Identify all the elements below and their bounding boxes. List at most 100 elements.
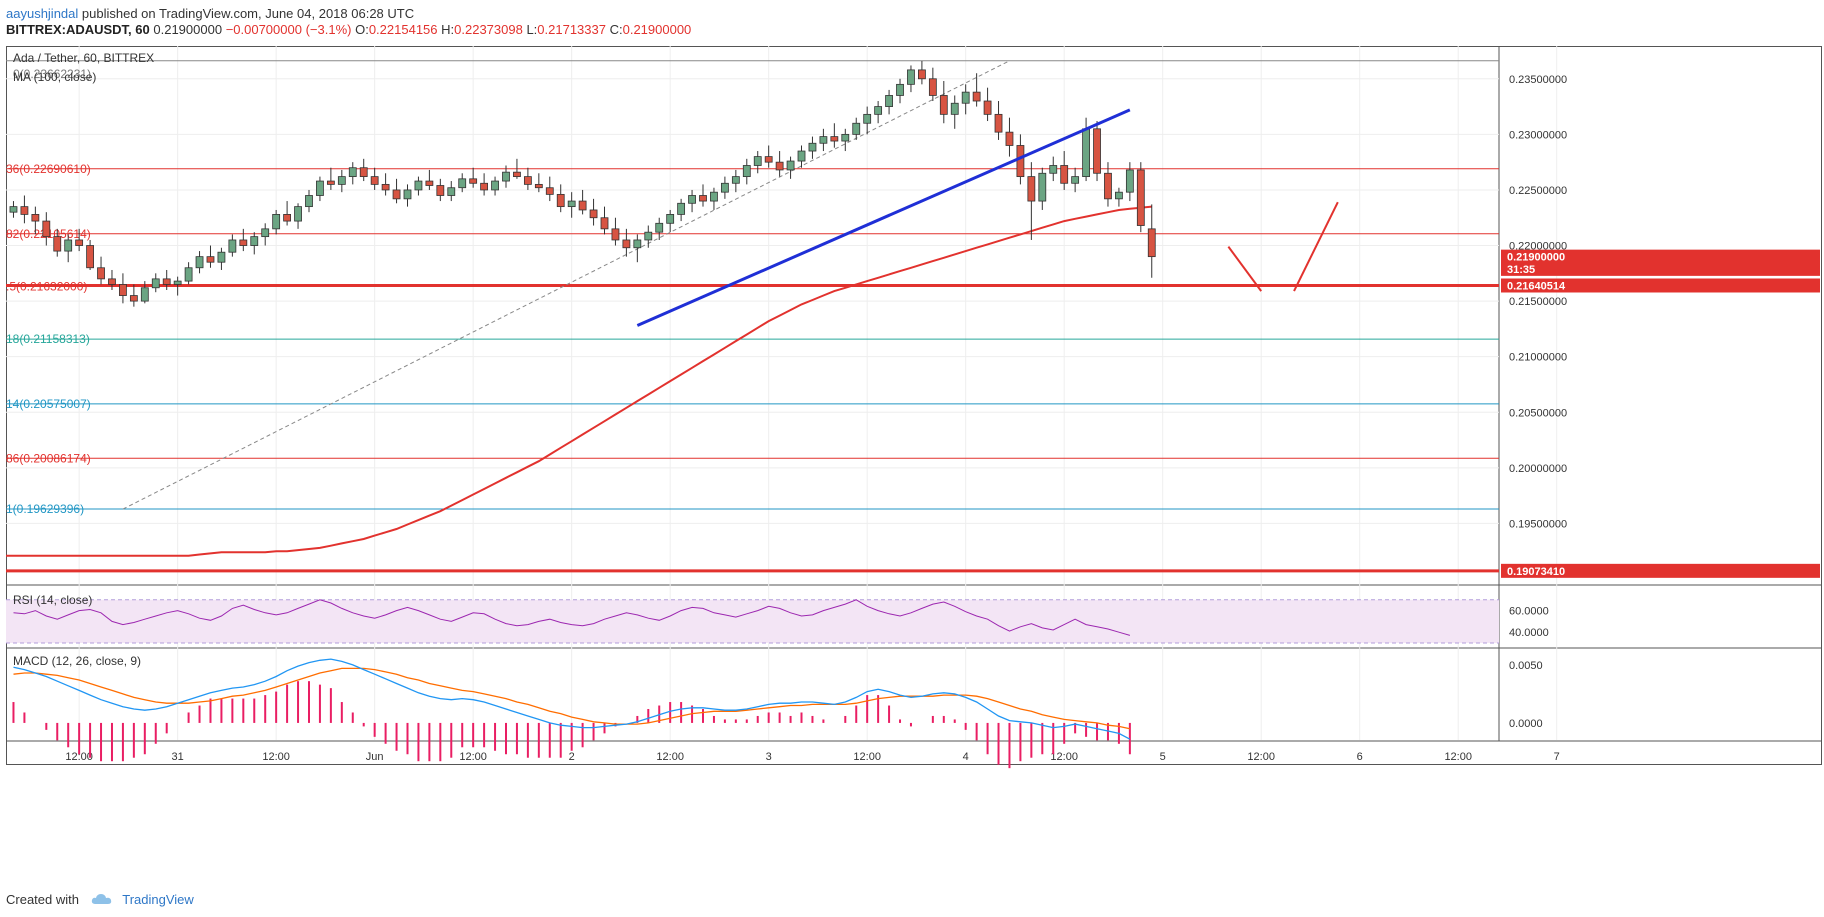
candle[interactable] bbox=[129, 295, 138, 302]
candle[interactable] bbox=[20, 206, 29, 215]
candle[interactable] bbox=[786, 160, 795, 171]
candle[interactable] bbox=[195, 256, 204, 269]
candle[interactable] bbox=[1016, 145, 1025, 178]
candle[interactable] bbox=[370, 176, 379, 185]
candle[interactable] bbox=[162, 278, 171, 285]
candle[interactable] bbox=[414, 180, 423, 191]
candle[interactable] bbox=[9, 206, 18, 213]
candle[interactable] bbox=[753, 156, 762, 166]
candle[interactable] bbox=[885, 95, 893, 107]
candle[interactable] bbox=[688, 195, 696, 204]
candle[interactable] bbox=[611, 228, 620, 241]
candle[interactable] bbox=[677, 202, 686, 215]
candle[interactable] bbox=[589, 209, 598, 219]
candle[interactable] bbox=[97, 267, 105, 280]
candle[interactable] bbox=[217, 251, 226, 263]
candle[interactable] bbox=[491, 180, 499, 191]
candle[interactable] bbox=[1093, 128, 1101, 174]
candle[interactable] bbox=[1082, 128, 1090, 178]
candle[interactable] bbox=[447, 187, 456, 196]
candle[interactable] bbox=[808, 142, 817, 152]
candle[interactable] bbox=[666, 214, 675, 224]
candle[interactable] bbox=[239, 239, 248, 246]
candle[interactable] bbox=[961, 91, 970, 104]
candle[interactable] bbox=[305, 195, 313, 208]
candle[interactable] bbox=[710, 191, 718, 202]
candle[interactable] bbox=[764, 156, 773, 163]
candle[interactable] bbox=[31, 214, 40, 222]
candle[interactable] bbox=[939, 95, 948, 115]
candle[interactable] bbox=[272, 214, 281, 230]
candle[interactable] bbox=[283, 214, 291, 222]
candle[interactable] bbox=[863, 113, 872, 124]
candle[interactable] bbox=[600, 217, 609, 230]
candle[interactable] bbox=[907, 69, 915, 85]
candle[interactable] bbox=[381, 183, 390, 191]
candle[interactable] bbox=[108, 278, 116, 285]
candle[interactable] bbox=[928, 78, 937, 96]
candle[interactable] bbox=[852, 122, 861, 135]
candle[interactable] bbox=[1071, 176, 1080, 184]
candle[interactable] bbox=[502, 171, 510, 182]
candle[interactable] bbox=[294, 206, 302, 222]
candle[interactable] bbox=[75, 239, 84, 246]
candle[interactable] bbox=[578, 200, 587, 211]
candle[interactable] bbox=[1005, 131, 1014, 146]
candle[interactable] bbox=[950, 102, 959, 115]
candle[interactable] bbox=[469, 178, 478, 184]
candle[interactable] bbox=[1060, 165, 1069, 184]
candle[interactable] bbox=[151, 278, 160, 289]
candle[interactable] bbox=[644, 231, 653, 241]
candle[interactable] bbox=[392, 189, 401, 200]
candle[interactable] bbox=[228, 239, 237, 253]
candle[interactable] bbox=[841, 133, 850, 142]
candle[interactable] bbox=[1115, 191, 1123, 200]
candle[interactable] bbox=[1038, 172, 1047, 202]
candle[interactable] bbox=[316, 180, 324, 196]
candle[interactable] bbox=[1147, 228, 1156, 258]
candle[interactable] bbox=[994, 113, 1003, 133]
projection-line-up[interactable] bbox=[1293, 201, 1339, 292]
candle[interactable] bbox=[403, 189, 412, 200]
candle[interactable] bbox=[206, 256, 215, 263]
candle[interactable] bbox=[1104, 172, 1112, 200]
candle[interactable] bbox=[337, 176, 346, 185]
macd-legend[interactable]: MACD (12, 26, close, 9) bbox=[13, 654, 142, 668]
trendline[interactable] bbox=[636, 108, 1131, 327]
candle[interactable] bbox=[830, 136, 839, 142]
candle[interactable] bbox=[622, 239, 631, 249]
candle[interactable] bbox=[896, 83, 904, 96]
chart-area[interactable]: 12:00 31 12:00 Jun 12:00 2 12:00 3 12:00 4 12:00 5 1… bbox=[6, 46, 1822, 878]
candle[interactable] bbox=[1136, 169, 1145, 226]
candle[interactable] bbox=[480, 182, 489, 191]
candle[interactable] bbox=[348, 167, 357, 178]
author-link[interactable]: aayushjindal bbox=[6, 6, 79, 21]
projection-line-down[interactable] bbox=[1227, 246, 1263, 292]
candle[interactable] bbox=[742, 165, 751, 178]
rsi-legend[interactable]: RSI (14, close) bbox=[13, 593, 93, 607]
candle[interactable] bbox=[874, 106, 883, 115]
candle[interactable] bbox=[699, 195, 707, 202]
candle[interactable] bbox=[425, 180, 434, 186]
candle[interactable] bbox=[534, 183, 543, 189]
tradingview-link[interactable]: TradingView bbox=[122, 892, 194, 907]
candle[interactable] bbox=[42, 220, 51, 238]
candle[interactable] bbox=[1125, 169, 1134, 193]
candle[interactable] bbox=[918, 69, 926, 80]
candle[interactable] bbox=[119, 284, 127, 296]
candle[interactable] bbox=[523, 176, 532, 185]
candle[interactable] bbox=[819, 136, 828, 144]
candle[interactable] bbox=[983, 100, 992, 115]
candle[interactable] bbox=[326, 180, 335, 185]
chart-canvas[interactable]: 12:00 31 12:00 Jun 12:00 2 12:00 3 12:00 4 12:00 5 1… bbox=[6, 46, 1822, 878]
candle[interactable] bbox=[972, 91, 981, 102]
candle[interactable] bbox=[731, 176, 740, 184]
candle[interactable] bbox=[86, 245, 94, 269]
candle[interactable] bbox=[556, 193, 565, 208]
candle[interactable] bbox=[359, 167, 368, 178]
ma-legend[interactable]: MA (100, close) bbox=[13, 70, 97, 84]
candle[interactable] bbox=[513, 171, 521, 178]
candle[interactable] bbox=[250, 236, 259, 246]
candle[interactable] bbox=[633, 239, 642, 249]
candle[interactable] bbox=[797, 150, 806, 162]
